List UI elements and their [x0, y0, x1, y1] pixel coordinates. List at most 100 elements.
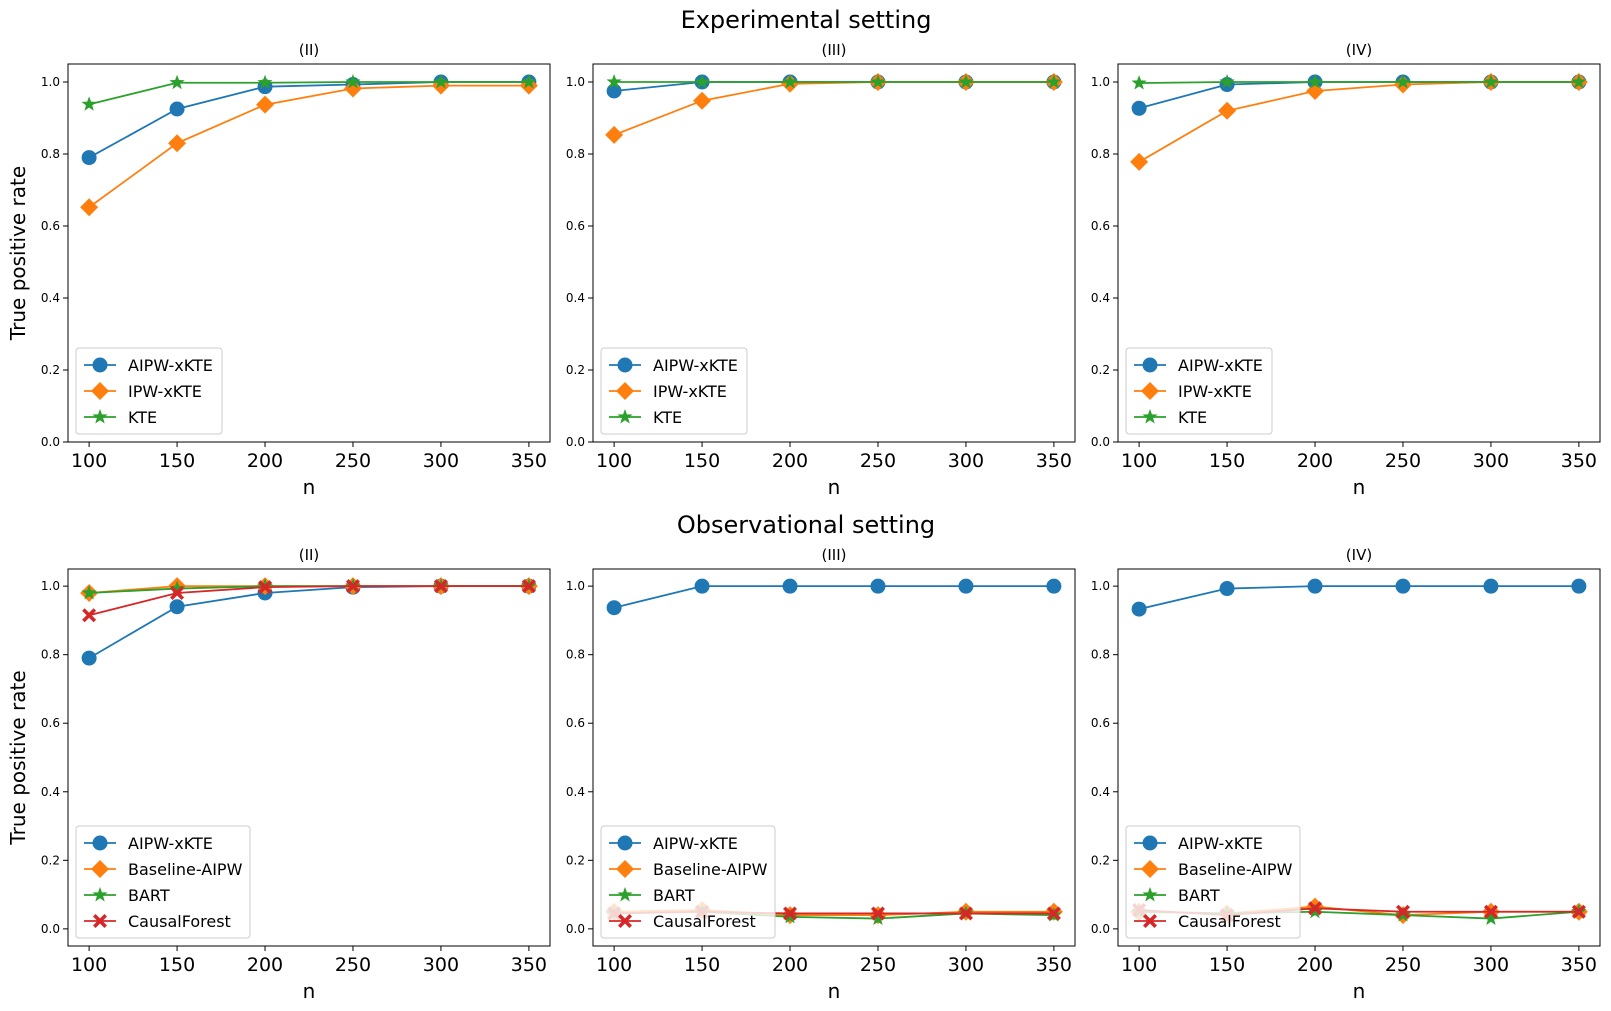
x-tick-label: 250: [335, 450, 371, 472]
y-tick-label: 1.0: [566, 579, 585, 593]
legend-item: BART: [609, 886, 695, 905]
y-tick-label: 0.8: [1091, 648, 1110, 662]
x-tick-label: 200: [1297, 450, 1333, 472]
legend-marker: [618, 914, 632, 928]
data-point: [958, 906, 973, 921]
y-tick-label: 0.4: [1091, 291, 1110, 305]
data-point: [343, 79, 362, 98]
legend-item: Baseline-AIPW: [609, 860, 768, 879]
data-point: [1571, 904, 1586, 919]
data-point: [82, 608, 97, 623]
y-tick-label: 0.0: [566, 922, 585, 936]
data-point: [870, 74, 886, 89]
data-point: [1046, 578, 1062, 594]
legend-label: Baseline-AIPW: [1178, 860, 1293, 879]
x-tick-label: 350: [511, 954, 547, 976]
panel-title: (IV): [1346, 546, 1372, 564]
row-title-observational: Observational setting: [677, 511, 935, 539]
y-tick-label: 1.0: [1091, 75, 1110, 89]
series-line: [613, 585, 1054, 609]
y-tick-label: 0.6: [566, 716, 585, 730]
data-point: [433, 579, 448, 594]
x-tick-label: 300: [948, 450, 984, 472]
data-point: [958, 74, 974, 89]
axes-frame: [1117, 63, 1601, 443]
data-point: [1307, 903, 1323, 919]
x-tick-label: 100: [1121, 450, 1157, 472]
legend-marker: [1141, 860, 1159, 878]
legend-marker: [92, 357, 108, 373]
legend: AIPW-xKTE Baseline-AIPW BART CausalForest: [1125, 825, 1301, 939]
y-tick-label: 0.4: [566, 291, 585, 305]
x-tick-label: 200: [772, 954, 808, 976]
legend-marker: [1141, 382, 1159, 400]
data-point: [81, 584, 97, 600]
legend-label: KTE: [653, 408, 682, 427]
legend-item: CausalForest: [84, 912, 231, 931]
series-KTE: [606, 74, 1062, 89]
legend-box: [75, 347, 223, 435]
legend-label: BART: [128, 886, 170, 905]
series-line: [1139, 81, 1579, 84]
legend-item: AIPW-xKTE: [84, 834, 213, 853]
x-axis-label: n: [303, 475, 316, 499]
legend-item: KTE: [84, 408, 157, 427]
x-tick-label: 250: [1385, 954, 1421, 976]
data-point: [870, 906, 885, 921]
y-tick-label: 0.6: [1091, 219, 1110, 233]
data-point: [782, 74, 798, 89]
legend-label: KTE: [128, 408, 157, 427]
y-tick-label: 0.2: [1091, 853, 1110, 867]
legend-label: Baseline-AIPW: [128, 860, 243, 879]
y-tick-label: 1.0: [1091, 579, 1110, 593]
data-point: [782, 578, 798, 594]
legend-label: IPW-xKTE: [653, 382, 727, 401]
data-point: [783, 906, 798, 921]
series-KTE: [81, 74, 537, 111]
x-tick-label: 300: [423, 954, 459, 976]
legend-marker: [617, 409, 633, 424]
legend-marker: [1142, 409, 1158, 424]
legend-marker: [617, 887, 633, 902]
legend-item: BART: [1134, 886, 1220, 905]
data-point: [81, 150, 97, 166]
legend-box: [1125, 825, 1301, 939]
x-tick-label: 300: [948, 954, 984, 976]
legend-label: Baseline-AIPW: [653, 860, 768, 879]
legend-marker: [1142, 357, 1158, 373]
legend-marker: [616, 860, 634, 878]
y-tick-label: 0.4: [41, 785, 60, 799]
legend: AIPW-xKTE IPW-xKTE KTE: [75, 347, 223, 435]
data-point: [256, 95, 275, 114]
data-point: [1483, 904, 1498, 919]
legend-item: Baseline-AIPW: [1134, 860, 1293, 879]
panel-1-1: 100 150 200 250 300 350 0.0 0.2 0.4 0.6 0.8 1.0 (III…: [566, 546, 1076, 1003]
legend-marker: [91, 382, 109, 400]
data-point: [521, 74, 537, 89]
y-tick-label: 0.6: [41, 219, 60, 233]
data-point: [1131, 601, 1147, 617]
legend: AIPW-xKTE IPW-xKTE KTE: [1125, 347, 1273, 435]
legend-item: Baseline-AIPW: [84, 860, 243, 879]
legend: AIPW-xKTE IPW-xKTE KTE: [600, 347, 748, 435]
panel-title: (IV): [1346, 41, 1372, 59]
legend-marker: [616, 382, 634, 400]
y-axis-label: True positive rate: [6, 166, 30, 341]
x-axis-label: n: [303, 979, 316, 1003]
data-point: [257, 74, 273, 90]
legend-item: AIPW-xKTE: [1134, 834, 1263, 853]
legend-marker: [91, 860, 109, 878]
panel-1-0: 100 150 200 250 300 350 0.0 0.2 0.4 0.6 0.8 1.0 (II)…: [6, 546, 551, 1003]
legend-label: BART: [653, 886, 695, 905]
y-tick-label: 0.8: [566, 147, 585, 161]
panel-title: (II): [299, 41, 320, 59]
data-point: [870, 578, 886, 594]
x-axis-label: n: [828, 475, 841, 499]
data-point: [170, 585, 185, 600]
x-tick-label: 300: [1473, 954, 1509, 976]
x-tick-label: 350: [1036, 450, 1072, 472]
legend-label: CausalForest: [1178, 912, 1281, 931]
legend-label: AIPW-xKTE: [653, 834, 738, 853]
data-point: [1483, 74, 1499, 89]
x-tick-label: 200: [1297, 954, 1333, 976]
